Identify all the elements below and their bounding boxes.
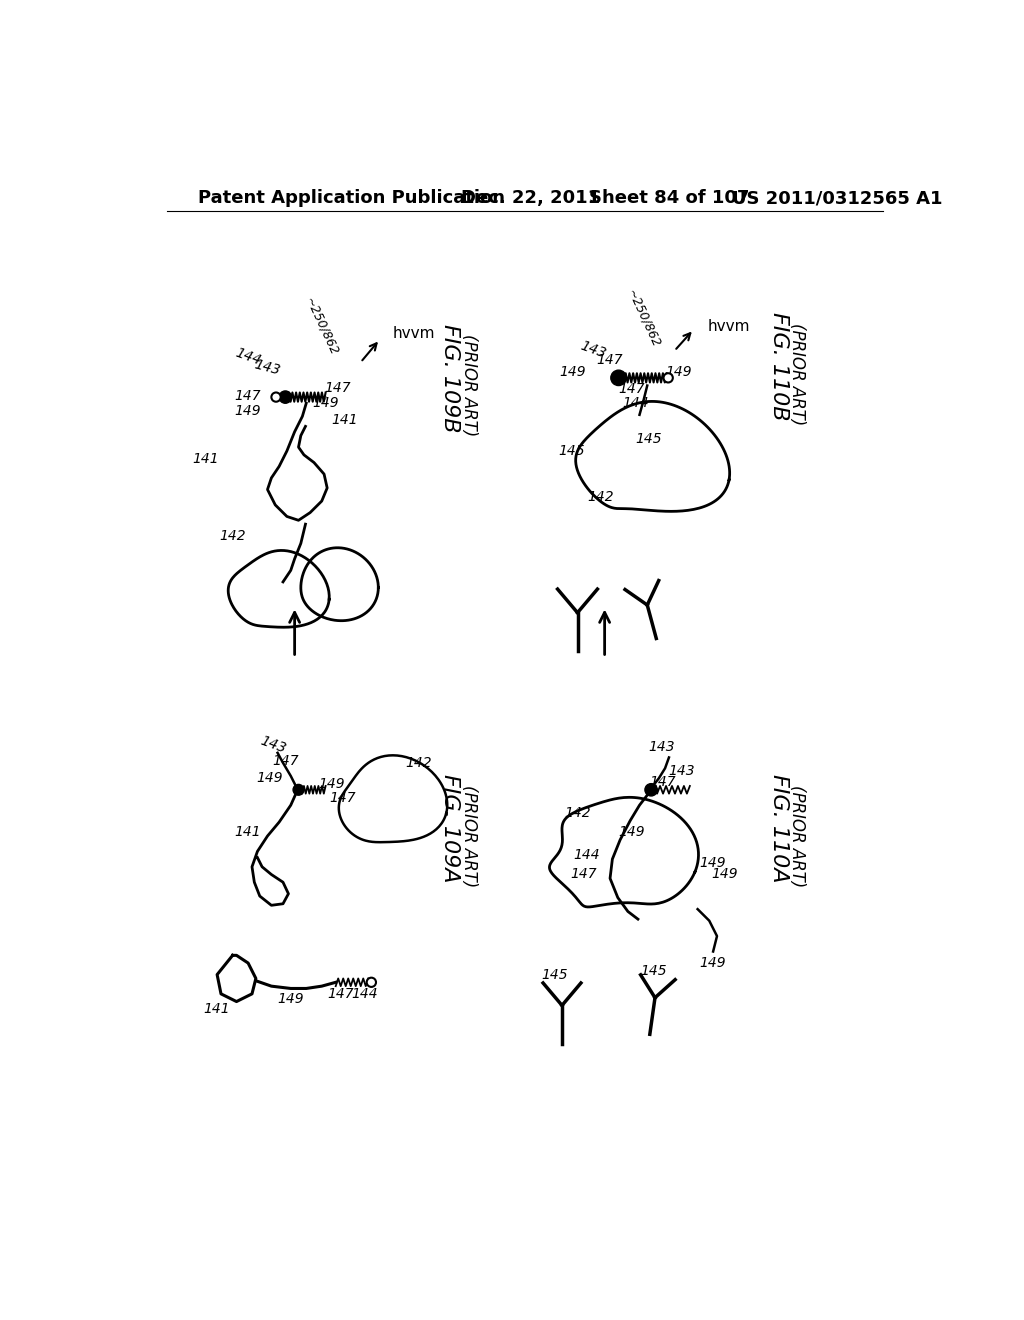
Text: 141: 141 <box>204 1002 230 1016</box>
Text: 141: 141 <box>332 413 358 428</box>
Text: FIG. 110A: FIG. 110A <box>769 774 790 883</box>
Text: 145: 145 <box>541 968 567 982</box>
Text: (PRIOR ART): (PRIOR ART) <box>460 334 478 437</box>
Text: Sheet 84 of 107: Sheet 84 of 107 <box>589 190 750 207</box>
Circle shape <box>271 392 281 401</box>
Text: 149: 149 <box>318 776 345 791</box>
Text: ~250/862: ~250/862 <box>625 288 663 350</box>
Text: 147: 147 <box>328 987 354 1001</box>
Text: 145: 145 <box>558 444 585 458</box>
Text: FIG. 109B: FIG. 109B <box>439 323 460 432</box>
Text: 147: 147 <box>649 775 676 789</box>
Text: 149: 149 <box>234 404 261 418</box>
Text: 147: 147 <box>330 791 356 804</box>
Text: 147: 147 <box>618 383 645 396</box>
Text: 149: 149 <box>699 956 726 970</box>
Text: 143: 143 <box>648 741 675 755</box>
Text: US 2011/0312565 A1: US 2011/0312565 A1 <box>732 190 943 207</box>
Text: 149: 149 <box>257 771 284 785</box>
Text: 141: 141 <box>193 451 219 466</box>
Text: 144: 144 <box>623 396 649 411</box>
Text: Patent Application Publication: Patent Application Publication <box>198 190 505 207</box>
Text: 141: 141 <box>234 825 261 840</box>
Circle shape <box>664 374 673 383</box>
Text: hvᴠm: hvᴠm <box>393 326 435 342</box>
Text: (PRIOR ART): (PRIOR ART) <box>787 785 806 887</box>
Text: (PRIOR ART): (PRIOR ART) <box>787 323 806 425</box>
Circle shape <box>367 978 376 987</box>
Text: 143: 143 <box>579 338 608 360</box>
Text: hvᴠm: hvᴠm <box>708 318 751 334</box>
Text: 142: 142 <box>564 807 591 820</box>
Text: 147: 147 <box>272 754 299 767</box>
Text: 149: 149 <box>312 396 339 411</box>
Circle shape <box>611 370 627 385</box>
Text: 149: 149 <box>665 366 691 379</box>
Text: 149: 149 <box>559 366 586 379</box>
Text: 143: 143 <box>253 358 283 378</box>
Text: 147: 147 <box>234 388 261 403</box>
Text: 149: 149 <box>712 867 738 882</box>
Text: 142: 142 <box>406 756 432 770</box>
Text: 149: 149 <box>278 993 304 1006</box>
Text: 149: 149 <box>618 825 645 840</box>
Text: 144: 144 <box>233 346 263 368</box>
Text: Dec. 22, 2011: Dec. 22, 2011 <box>461 190 600 207</box>
Text: 142: 142 <box>588 490 614 504</box>
Circle shape <box>293 784 304 795</box>
Text: 145: 145 <box>640 964 667 978</box>
Text: 143: 143 <box>669 763 695 777</box>
Text: FIG. 110B: FIG. 110B <box>769 312 790 421</box>
Text: 144: 144 <box>351 987 378 1001</box>
Text: (PRIOR ART): (PRIOR ART) <box>460 785 478 887</box>
Text: 144: 144 <box>573 849 600 862</box>
Text: 143: 143 <box>258 734 288 756</box>
Circle shape <box>280 391 292 404</box>
Text: FIG. 109A: FIG. 109A <box>439 774 460 883</box>
Text: 147: 147 <box>597 354 624 367</box>
Text: 147: 147 <box>324 381 350 395</box>
Text: ~250/862: ~250/862 <box>303 296 341 358</box>
Text: 142: 142 <box>219 529 246 543</box>
Circle shape <box>645 784 657 796</box>
Text: 149: 149 <box>699 855 726 870</box>
Text: 147: 147 <box>570 867 597 882</box>
Text: 145: 145 <box>636 433 663 446</box>
